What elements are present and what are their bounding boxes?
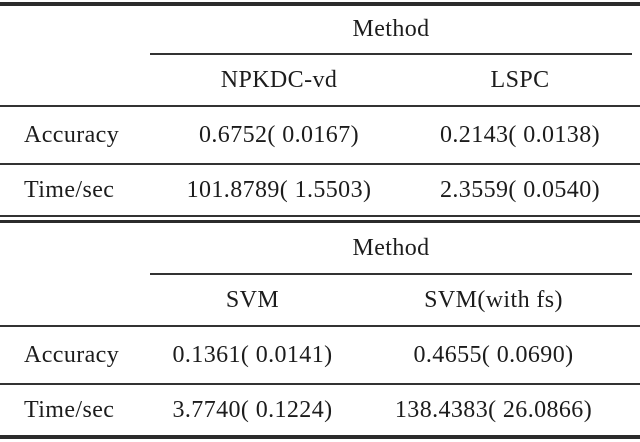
value-time-svm-with-fs: 138.4383( 26.0866) [394,396,593,423]
column-group-rule [150,273,632,275]
column-header-npkdc-vd: NPKDC-vd [220,66,338,93]
column-header-lspc: LSPC [490,66,550,93]
value-accuracy-svm: 0.1361( 0.0141) [172,341,333,368]
table-row: Method [0,6,640,53]
empty-cell [0,223,150,273]
bottom-rule [0,435,640,439]
table-row: Accuracy 0.6752( 0.0167) 0.2143( 0.0138) [0,107,640,163]
row-label-accuracy: Accuracy [24,121,120,148]
value-accuracy-svm-with-fs: 0.4655( 0.0690) [413,341,574,368]
table-row: Time/sec 101.8789( 1.5503) 2.3559( 0.054… [0,165,640,215]
value-time-npkdc-vd: 101.8789( 1.5503) [186,176,372,203]
value-accuracy-npkdc-vd: 0.6752( 0.0167) [199,121,359,148]
table-row: Method [0,223,640,273]
results-table-2: Method SVM SVM(with fs) Accuracy 0.1361(… [0,223,640,435]
empty-cell [0,55,150,105]
table-row: NPKDC-vd LSPC [0,55,640,105]
column-group-rule [150,53,632,55]
table-row: Accuracy 0.1361( 0.0141) 0.4655( 0.0690) [0,327,640,383]
results-table-1: Method NPKDC-vd LSPC Accuracy 0.6752( 0.… [0,6,640,215]
header-rule [0,105,640,107]
row-label-time: Time/sec [24,396,115,423]
value-accuracy-lspc: 0.2143( 0.0138) [440,121,600,148]
header-rule [0,325,640,327]
row-separator-rule [0,163,640,165]
group-header-method: Method [352,16,430,42]
row-label-accuracy: Accuracy [24,341,120,368]
value-time-lspc: 2.3559( 0.0540) [440,176,600,203]
group-header-method: Method [352,234,430,261]
row-separator-rule [0,383,640,385]
table1-bottom-rule [0,215,640,217]
empty-cell [0,6,150,53]
row-label-time: Time/sec [24,176,115,203]
table-row: Time/sec 3.7740( 0.1224) 138.4383( 26.08… [0,385,640,435]
column-group-rule-row [0,273,640,275]
table-row: SVM SVM(with fs) [0,275,640,325]
value-time-svm: 3.7740( 0.1224) [172,396,333,423]
column-group-rule-row [0,53,640,55]
column-header-svm: SVM [225,286,280,313]
top-rule [0,2,640,6]
table2-top-rule [0,220,640,223]
empty-cell [0,275,150,325]
column-header-svm-with-fs: SVM(with fs) [424,286,563,313]
